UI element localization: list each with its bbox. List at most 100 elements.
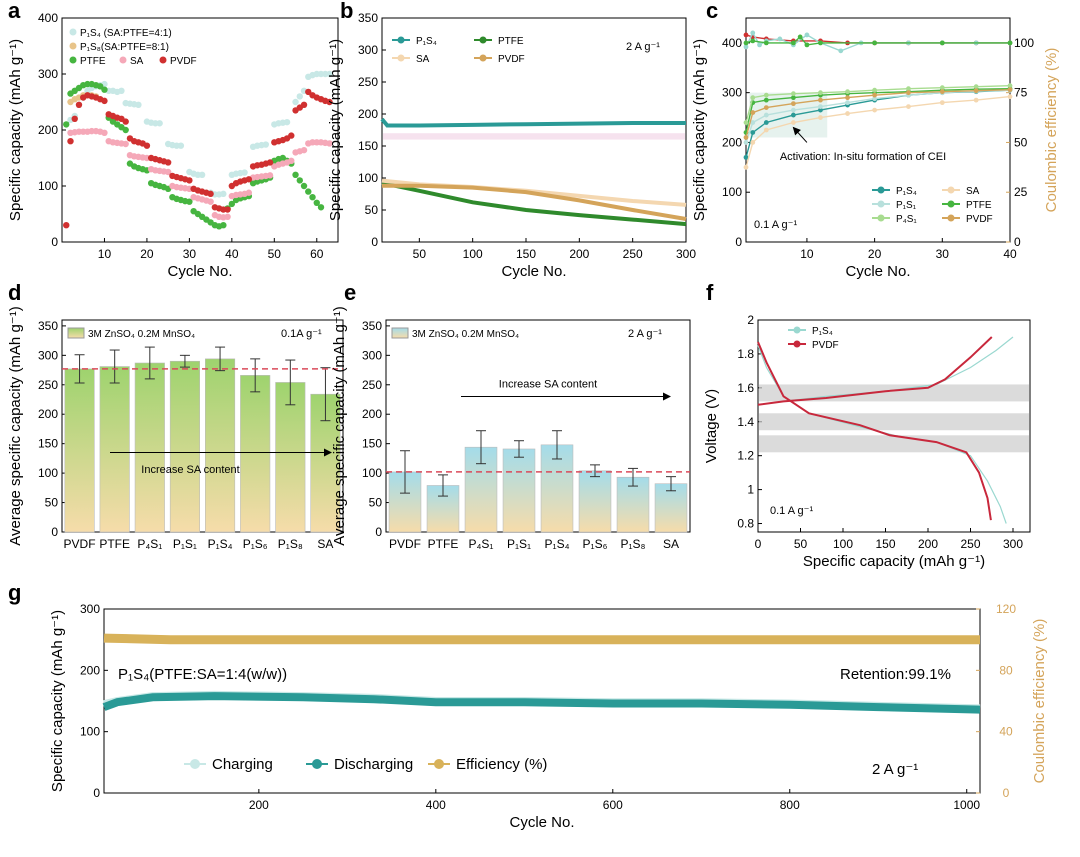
data-point: [939, 89, 945, 95]
category-label: PVDF: [64, 537, 96, 551]
category-label: PTFE: [99, 537, 130, 551]
data-point: [300, 182, 308, 190]
data-point: [143, 142, 151, 149]
y-tick-label: 1.6: [737, 381, 754, 395]
x-tick-label: 0: [755, 537, 762, 551]
data-point: [845, 100, 850, 106]
data-point: [906, 90, 911, 96]
x-tick-label: 40: [225, 247, 239, 261]
legend-marker: [159, 56, 167, 64]
category-label: P₁S₆: [243, 537, 268, 551]
y-tick-label: 150: [362, 437, 382, 451]
y-tick-label: 150: [38, 437, 58, 451]
data-point: [266, 172, 274, 179]
data-point: [763, 97, 769, 103]
data-point: [845, 95, 850, 101]
voltage-band: [759, 384, 1029, 402]
y-tick-label: 50: [45, 496, 59, 510]
legend-label: P₁S₄: [896, 186, 917, 197]
legend-label: PTFE: [966, 200, 992, 211]
legend-label: PVDF: [170, 56, 197, 67]
legend-label: PVDF: [498, 54, 525, 65]
legend-label: P₁S₄: [416, 36, 437, 47]
legend-marker: [397, 36, 405, 44]
panel-letter: g: [8, 580, 21, 605]
x-tick-label: 30: [936, 247, 950, 261]
y-tick-label: 250: [362, 378, 382, 392]
y-tick-label: 100: [38, 466, 58, 480]
data-point: [186, 198, 193, 205]
data-point: [292, 171, 299, 178]
data-point: [973, 97, 979, 103]
data-point: [750, 30, 756, 36]
x-tick-label: 100: [833, 537, 853, 551]
y-tick-label: 150: [358, 139, 378, 153]
plot-frame-e: [385, 319, 691, 533]
sample-label: P₁S₄(PTFE:SA=1:4(w/w)): [118, 666, 287, 683]
data-point: [1007, 40, 1013, 46]
category-label: P₁S₁: [173, 537, 197, 551]
data-point: [790, 112, 796, 118]
data-point: [818, 104, 823, 110]
y-tick-label: 200: [80, 663, 100, 677]
data-point: [872, 96, 878, 102]
data-point: [220, 222, 227, 229]
data-point: [777, 36, 783, 42]
data-point: [743, 32, 749, 38]
y-tick-label: 1.8: [737, 347, 754, 361]
plot-frame-d: [61, 319, 344, 533]
legend-marker: [479, 36, 487, 44]
bar: [578, 470, 612, 533]
plot-frame-f: [757, 319, 1031, 533]
series-line: [103, 633, 980, 645]
y2-tick-label: 80: [999, 663, 1013, 677]
bar: [275, 382, 306, 533]
panel-letter: b: [340, 0, 353, 23]
voltage-band: [759, 413, 1029, 431]
legend-label: 3M ZnSO₄ 0.2M MnSO₄: [88, 329, 195, 340]
bar: [654, 483, 688, 533]
data-point: [906, 104, 911, 110]
x-tick-label: 10: [800, 247, 814, 261]
data-point: [1007, 94, 1013, 100]
data-point: [1007, 83, 1013, 89]
x-tick-label: 800: [780, 798, 800, 812]
data-point: [939, 100, 945, 106]
y-axis-label: Specific capacity (mAh g⁻¹): [49, 610, 66, 792]
data-point: [313, 199, 320, 206]
y-tick-label: 50: [365, 203, 379, 217]
data-point: [75, 101, 83, 109]
data-point: [763, 112, 769, 118]
bar: [240, 375, 271, 533]
y-tick-label: 200: [358, 107, 378, 121]
data-point: [743, 154, 749, 160]
data-point: [790, 120, 796, 125]
data-point: [118, 87, 125, 95]
data-point: [838, 48, 844, 54]
data-point: [164, 159, 172, 166]
y-tick-label: 100: [38, 179, 58, 193]
y-tick-label: 100: [80, 725, 100, 739]
legend-marker: [793, 340, 801, 348]
data-point: [743, 164, 749, 170]
annotation-arrow: [792, 126, 808, 143]
legend-marker: [397, 54, 405, 62]
legend-marker: [69, 56, 77, 64]
rate-label: 2 A g⁻¹: [628, 328, 662, 340]
data-point: [845, 111, 850, 116]
series-line: [757, 341, 992, 521]
y-tick-label: 200: [38, 123, 58, 137]
x-tick-label: 30: [183, 247, 197, 261]
data-point: [122, 140, 129, 148]
panel-letter: c: [706, 0, 718, 23]
data-point: [939, 85, 945, 91]
y2-tick-label: 25: [1014, 185, 1028, 199]
y-tick-label: 100: [358, 171, 378, 185]
series-line: [102, 692, 981, 714]
category-label: P₁S₈: [620, 537, 645, 551]
category-label: P₄S₁: [137, 537, 162, 551]
y2-tick-label: 100: [1014, 36, 1034, 50]
data-point: [207, 198, 214, 205]
